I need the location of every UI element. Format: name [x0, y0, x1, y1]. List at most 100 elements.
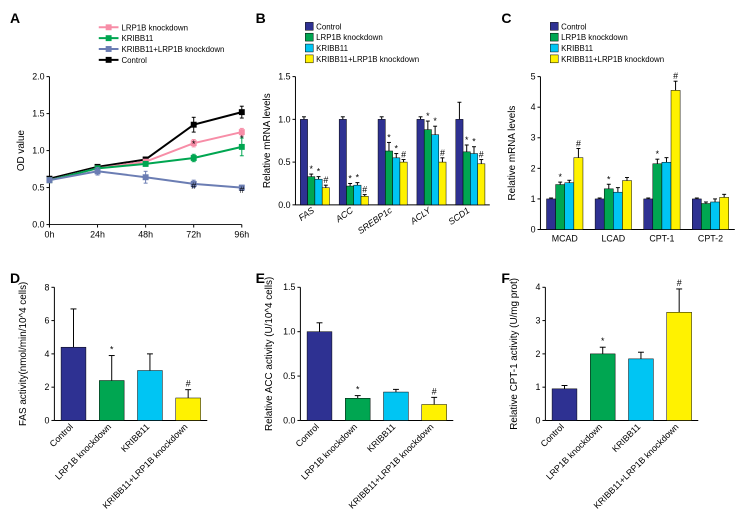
svg-text:#: # — [362, 185, 367, 195]
svg-text:2: 2 — [531, 163, 536, 173]
svg-text:4: 4 — [45, 348, 50, 358]
svg-text:#: # — [401, 150, 406, 160]
svg-text:*: * — [656, 149, 660, 159]
svg-text:*: * — [309, 164, 313, 174]
svg-text:0: 0 — [45, 415, 50, 425]
svg-text:*: * — [465, 135, 469, 145]
svg-text:0: 0 — [531, 224, 536, 234]
svg-text:KRIBB11+LRP1B knockdown: KRIBB11+LRP1B knockdown — [316, 55, 419, 64]
svg-text:OD value: OD value — [16, 130, 27, 172]
svg-text:LRP1B knockdown: LRP1B knockdown — [121, 23, 188, 32]
svg-text:LRP1B knockdown: LRP1B knockdown — [316, 33, 383, 42]
svg-text:Relative CPT-1 activity (U/mg: Relative CPT-1 activity (U/mg prot) — [509, 278, 520, 430]
svg-text:*: * — [356, 384, 360, 394]
svg-text:ACC: ACC — [333, 205, 355, 225]
svg-text:0.0: 0.0 — [32, 220, 44, 230]
svg-text:4: 4 — [536, 282, 541, 292]
svg-text:Control: Control — [316, 22, 342, 31]
svg-text:*: * — [110, 344, 114, 354]
svg-text:#: # — [191, 181, 196, 191]
svg-text:ACLY: ACLY — [407, 205, 433, 227]
svg-text:*: * — [472, 137, 476, 147]
svg-text:FAS activity(nmol/min/10^4 cel: FAS activity(nmol/min/10^4 cells) — [18, 281, 29, 425]
svg-text:#: # — [431, 386, 436, 396]
svg-text:*: * — [601, 336, 605, 346]
panel-label-b: B — [256, 10, 266, 26]
svg-text:0.5: 0.5 — [283, 371, 295, 381]
svg-text:CPT-2: CPT-2 — [698, 233, 723, 243]
svg-text:1.0: 1.0 — [278, 114, 290, 124]
svg-text:#: # — [239, 185, 244, 195]
svg-text:#: # — [673, 71, 678, 81]
svg-text:Relative ACC activity (U/10^4: Relative ACC activity (U/10^4 cells) — [263, 276, 274, 430]
svg-text:0.0: 0.0 — [278, 200, 290, 210]
svg-text:2: 2 — [536, 348, 541, 358]
svg-text:1.0: 1.0 — [32, 146, 44, 156]
svg-text:2: 2 — [45, 382, 50, 392]
figure-grid: A 0.00.51.01.52.00h24h48h72h96hOD valueL… — [10, 10, 743, 512]
svg-text:*: * — [559, 172, 563, 182]
svg-text:KRIBB11: KRIBB11 — [365, 421, 397, 453]
svg-text:1: 1 — [531, 194, 536, 204]
svg-text:*: * — [348, 174, 352, 184]
svg-text:FAS: FAS — [296, 205, 315, 223]
svg-text:#: # — [186, 378, 191, 388]
panel-b: B 0.00.51.01.5Relative mRNA levels**#FAS… — [256, 10, 498, 262]
svg-text:*: * — [394, 144, 398, 154]
svg-text:0.5: 0.5 — [278, 157, 290, 167]
svg-text:*: * — [316, 167, 320, 177]
panel-label-f: F — [501, 270, 510, 286]
svg-text:KRIBB11+LRP1B knockdown: KRIBB11+LRP1B knockdown — [121, 45, 224, 54]
svg-text:0.5: 0.5 — [32, 183, 44, 193]
svg-text:Control: Control — [293, 421, 320, 448]
svg-text:#: # — [323, 175, 328, 185]
svg-text:*: * — [607, 174, 611, 184]
svg-text:48h: 48h — [138, 229, 153, 239]
svg-text:Control: Control — [539, 421, 566, 448]
svg-text:Control: Control — [561, 22, 587, 31]
svg-text:KRIBB11: KRIBB11 — [561, 44, 593, 53]
svg-text:KRIBB11: KRIBB11 — [121, 34, 153, 43]
svg-text:KRIBB11: KRIBB11 — [610, 421, 642, 453]
svg-text:LCAD: LCAD — [602, 233, 626, 243]
svg-text:1.0: 1.0 — [283, 326, 295, 336]
svg-text:*: * — [387, 132, 391, 142]
svg-text:SCD1: SCD1 — [446, 205, 471, 227]
svg-text:#: # — [440, 148, 445, 158]
svg-text:LRP1B knockdown: LRP1B knockdown — [561, 33, 628, 42]
panel-c: C 012345Relative mRNA levels*#MCAD*LCAD*… — [501, 10, 743, 262]
svg-text:*: * — [433, 116, 437, 126]
svg-text:1.5: 1.5 — [283, 282, 295, 292]
svg-text:Relative mRNA levels: Relative mRNA levels — [261, 93, 272, 188]
svg-text:6: 6 — [45, 315, 50, 325]
panel-label-d: D — [10, 270, 20, 286]
panel-f: F 01234Relative CPT-1 activity (U/mg pro… — [501, 270, 743, 522]
svg-text:*: * — [240, 134, 244, 144]
svg-text:*: * — [426, 111, 430, 121]
svg-text:MCAD: MCAD — [552, 233, 578, 243]
svg-text:Control: Control — [48, 421, 75, 448]
svg-text:1: 1 — [536, 382, 541, 392]
svg-text:#: # — [576, 138, 581, 148]
panel-a: A 0.00.51.01.52.00h24h48h72h96hOD valueL… — [10, 10, 252, 262]
svg-text:KRIBB11: KRIBB11 — [119, 421, 151, 453]
svg-text:1.5: 1.5 — [32, 109, 44, 119]
panel-label-a: A — [10, 10, 20, 26]
panel-d: D 0 2 4 6 8 FAS activity(nmol/min/10^4 cells)… — [10, 270, 252, 522]
svg-text:3: 3 — [536, 315, 541, 325]
svg-text:#: # — [677, 278, 682, 288]
svg-text:*: * — [355, 173, 359, 183]
panel-label-e: E — [256, 270, 265, 286]
panel-label-c: C — [501, 10, 511, 26]
svg-text:0.0: 0.0 — [283, 415, 295, 425]
svg-text:72h: 72h — [186, 229, 201, 239]
panel-e: E 0.0 0.5 1.0 1.5 Relative ACC activity (U/1… — [256, 270, 498, 522]
svg-text:96h: 96h — [234, 229, 249, 239]
svg-text:8: 8 — [45, 282, 50, 292]
svg-text:KRIBB11+LRP1B knockdown: KRIBB11+LRP1B knockdown — [561, 55, 664, 64]
svg-text:2.0: 2.0 — [32, 72, 44, 82]
svg-text:1.5: 1.5 — [278, 72, 290, 82]
svg-text:4: 4 — [531, 102, 536, 112]
svg-text:Relative mRNA levels: Relative mRNA levels — [507, 106, 518, 201]
svg-text:0h: 0h — [45, 229, 55, 239]
